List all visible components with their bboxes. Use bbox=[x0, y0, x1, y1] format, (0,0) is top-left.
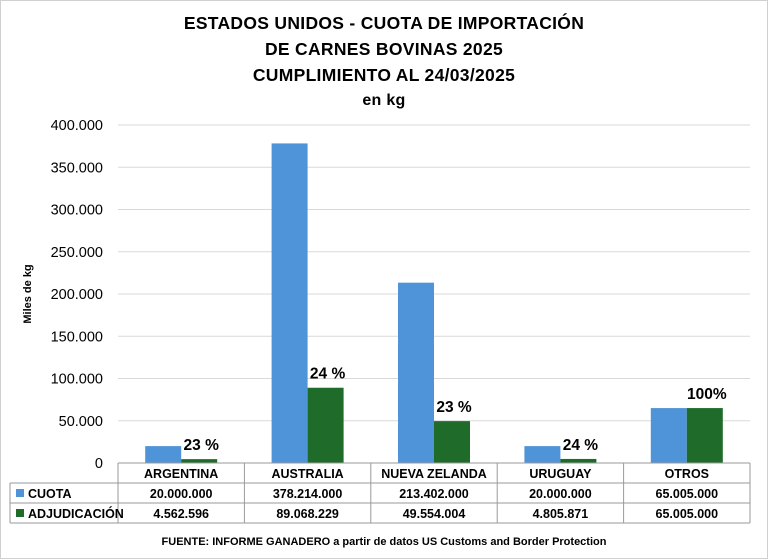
bar-adjudicacion bbox=[181, 459, 218, 463]
y-axis-title: Miles de kg bbox=[22, 264, 34, 323]
data-table-value: 89.068.229 bbox=[276, 507, 339, 521]
chart-title-block: ESTADOS UNIDOS - CUOTA DE IMPORTACIÓN DE… bbox=[0, 10, 768, 114]
data-table-value: 65.005.000 bbox=[656, 487, 719, 501]
y-tick-label: 200.000 bbox=[51, 287, 103, 303]
chart-title-line-3: CUMPLIMIENTO AL 24/03/2025 bbox=[252, 65, 516, 85]
bar-cuota bbox=[398, 282, 434, 463]
chart-title-line-2: DE CARNES BOVINAS 2025 bbox=[264, 39, 504, 59]
data-table-value: 378.214.000 bbox=[273, 487, 343, 501]
legend-swatch bbox=[16, 509, 24, 517]
bar-cuota bbox=[650, 408, 687, 463]
bar-adjudicacion bbox=[686, 408, 723, 463]
data-table-value: 49.554.004 bbox=[403, 507, 466, 521]
data-table-value: 4.805.871 bbox=[533, 507, 589, 521]
bar-cuota bbox=[524, 446, 561, 463]
bar-adjudicacion bbox=[560, 458, 597, 463]
chart-title-line-1: ESTADOS UNIDOS - CUOTA DE IMPORTACIÓN bbox=[183, 13, 585, 33]
data-table-value: 20.000.000 bbox=[529, 487, 592, 501]
data-table-value: 4.562.596 bbox=[153, 507, 209, 521]
percent-label: 24 % bbox=[563, 437, 599, 454]
percent-label: 24 % bbox=[310, 366, 346, 383]
category-label: ARGENTINA bbox=[144, 467, 218, 481]
category-label: OTROS bbox=[665, 467, 709, 481]
percent-label: 23 % bbox=[184, 437, 220, 454]
category-label: NUEVA ZELANDA bbox=[381, 467, 487, 481]
data-table-value: 65.005.000 bbox=[656, 507, 719, 521]
y-tick-label: 400.000 bbox=[51, 118, 103, 134]
percent-label: 23 % bbox=[436, 399, 472, 416]
bar-cuota bbox=[271, 143, 308, 463]
y-tick-label: 0 bbox=[95, 456, 103, 472]
bar-adjudicacion bbox=[434, 421, 470, 463]
y-tick-label: 350.000 bbox=[51, 160, 103, 176]
data-table-value: 20.000.000 bbox=[150, 487, 213, 501]
chart-unit-label: en kg bbox=[362, 92, 406, 109]
category-label: AUSTRALIA bbox=[271, 467, 343, 481]
bar-adjudicacion bbox=[307, 387, 344, 463]
percent-label: 100% bbox=[687, 386, 727, 403]
category-label: URUGUAY bbox=[529, 467, 592, 481]
y-tick-label: 150.000 bbox=[51, 329, 103, 345]
bar-cuota bbox=[145, 446, 182, 463]
legend-label: ADJUDICACIÓN bbox=[28, 506, 124, 521]
source-note: FUENTE: INFORME GANADERO a partir de dat… bbox=[161, 536, 607, 548]
y-tick-label: 250.000 bbox=[51, 245, 103, 261]
legend-swatch bbox=[16, 489, 24, 497]
legend-label: CUOTA bbox=[28, 487, 72, 501]
y-tick-label: 50.000 bbox=[59, 414, 103, 430]
data-table-value: 213.402.000 bbox=[399, 487, 469, 501]
y-tick-label: 300.000 bbox=[51, 203, 103, 219]
y-tick-label: 100.000 bbox=[51, 372, 103, 388]
